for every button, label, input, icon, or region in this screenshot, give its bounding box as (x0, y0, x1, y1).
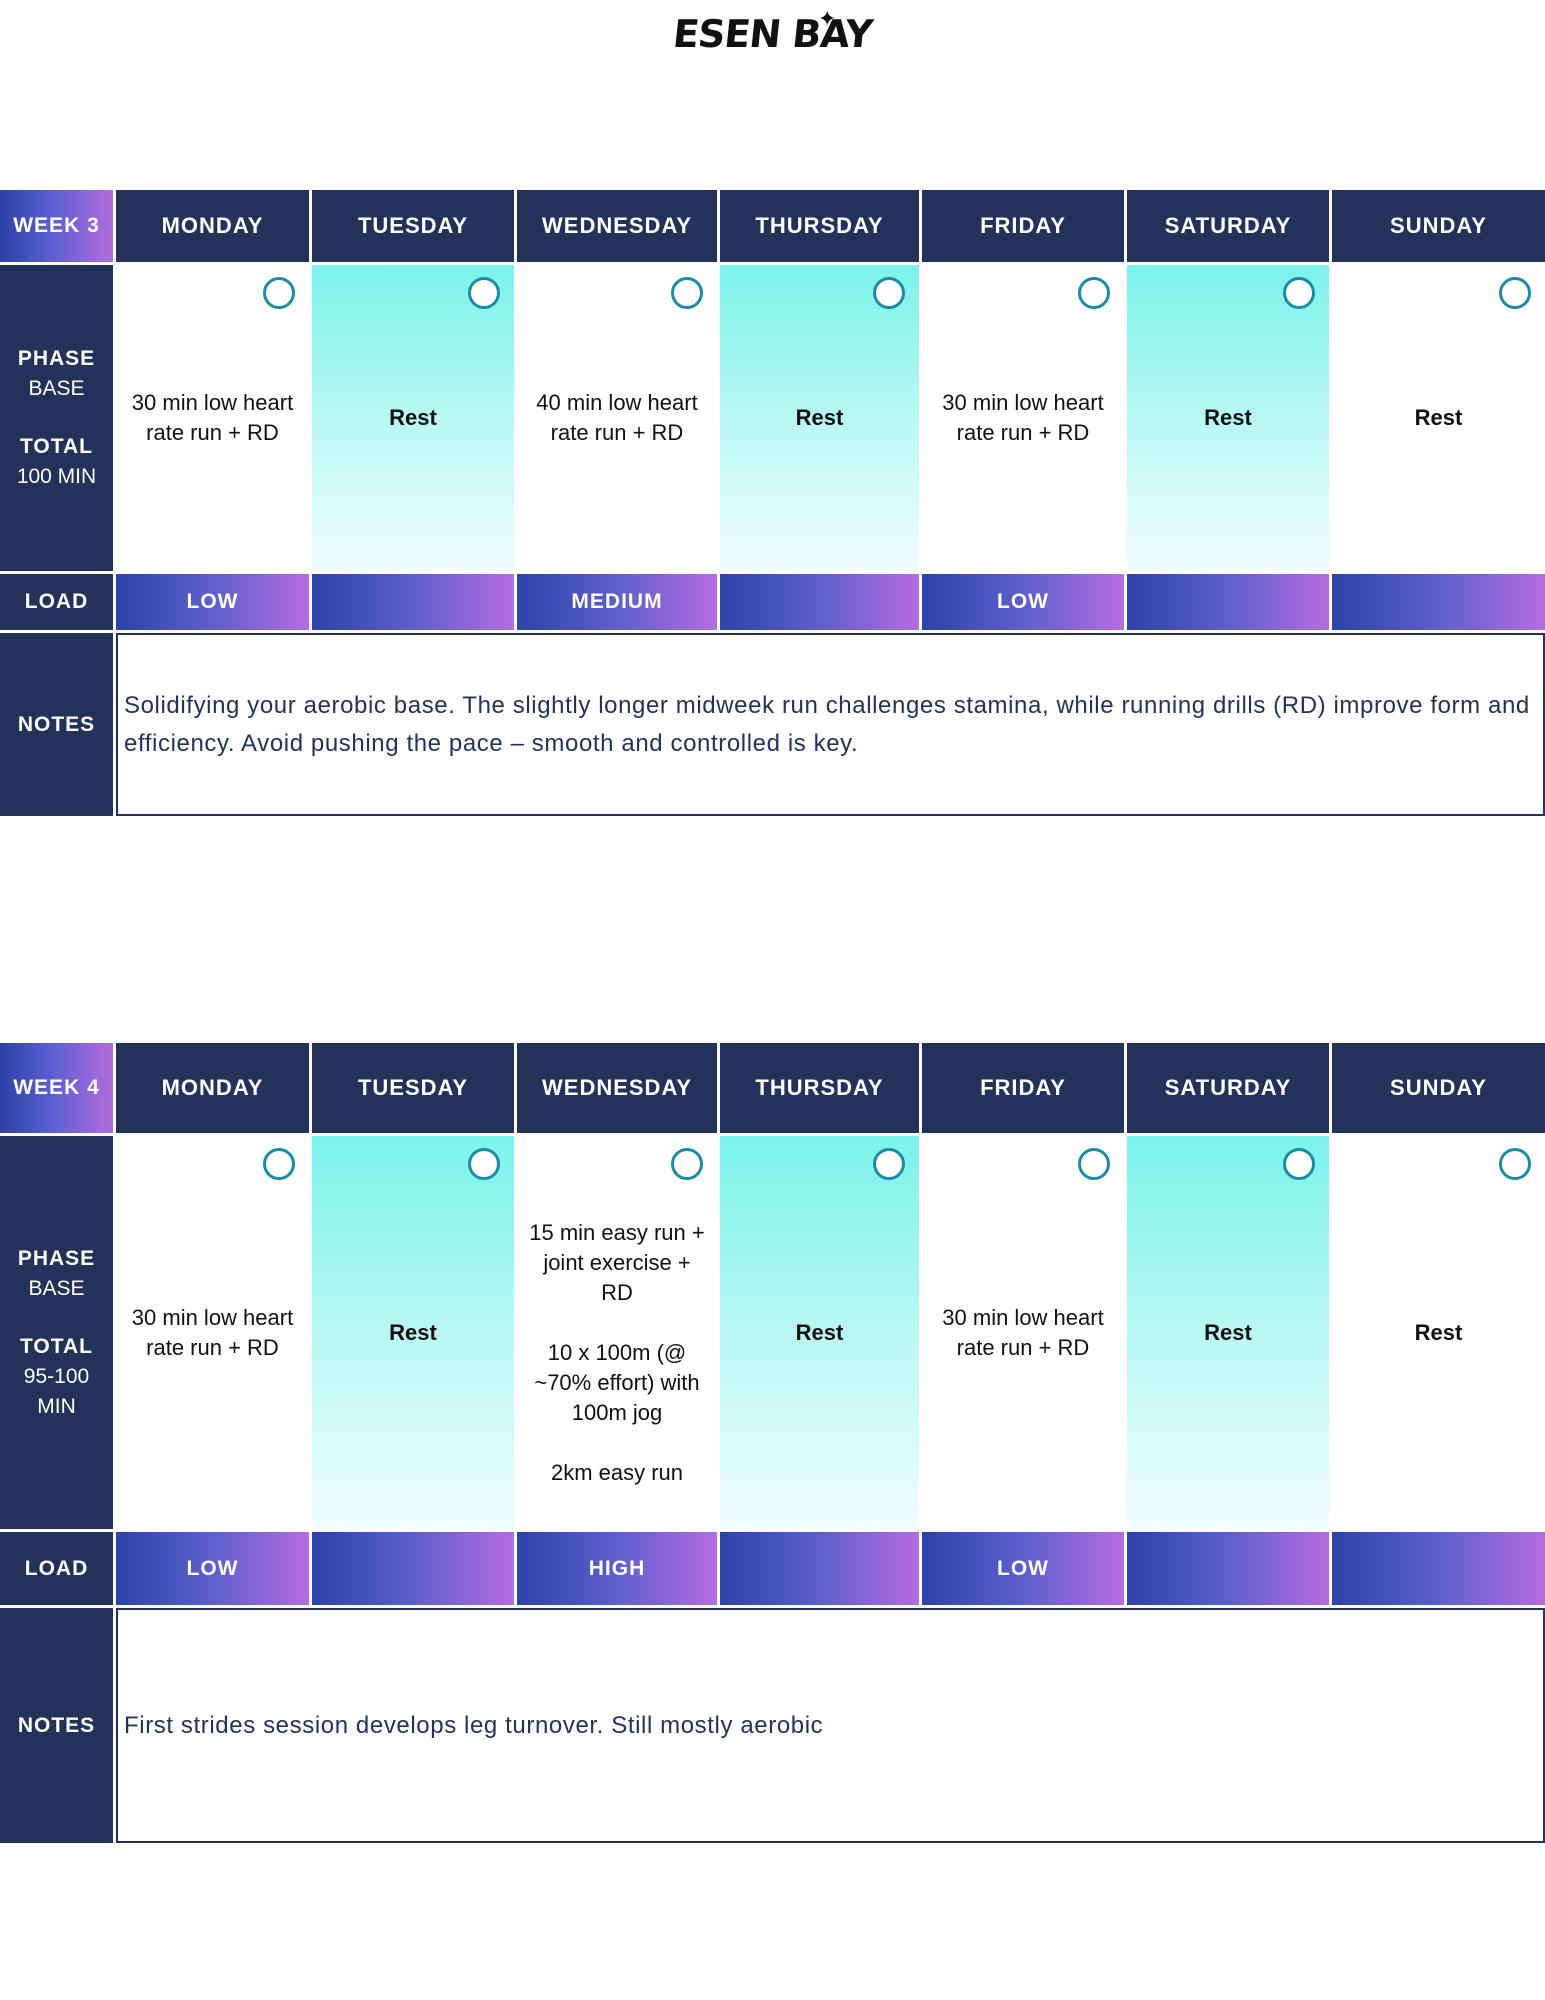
session-text: Rest (1414, 1319, 1463, 1345)
total-value: 100 MIN (16, 465, 97, 488)
load-wednesday: MEDIUM (517, 574, 717, 630)
load-label: LOAD (0, 574, 113, 630)
session-wednesday: 40 min low heart rate run + RD (517, 265, 717, 571)
session-tuesday: Rest (312, 1136, 514, 1529)
checkbox-circle-icon[interactable] (873, 277, 905, 309)
load-saturday (1127, 1532, 1329, 1605)
load-monday: LOW (116, 1532, 309, 1605)
notes-label: NOTES (0, 633, 113, 816)
total-label: TOTAL (19, 1334, 94, 1358)
day-header-wednesday: WEDNESDAY (517, 190, 717, 262)
load-label: LOAD (0, 1532, 113, 1605)
session-text: 40 min low heart rate run + RD (536, 390, 698, 445)
checkbox-circle-icon[interactable] (263, 1148, 295, 1180)
day-header-sunday: SUNDAY (1332, 1043, 1545, 1133)
session-thursday: Rest (720, 265, 919, 571)
session-friday: 30 min low heart rate run + RD (922, 265, 1124, 571)
notes-text: First strides session develops leg turno… (124, 1711, 824, 1739)
session-sunday: Rest (1332, 265, 1545, 571)
day-header-wednesday: WEDNESDAY (517, 1043, 717, 1133)
checkbox-circle-icon[interactable] (263, 277, 295, 309)
session-saturday: Rest (1127, 265, 1329, 571)
total-value: 95-100 MIN (23, 1364, 90, 1418)
session-text: 30 min low heart rate run + RD (942, 1304, 1104, 1360)
checkbox-circle-icon[interactable] (1499, 277, 1531, 309)
day-header-tuesday: TUESDAY (312, 190, 514, 262)
session-monday: 30 min low heart rate run + RD (116, 1136, 309, 1529)
load-sunday (1332, 1532, 1545, 1605)
load-friday: LOW (922, 1532, 1124, 1605)
phase-total-panel: PHASE BASE TOTAL 100 MIN (0, 265, 113, 571)
checkbox-circle-icon[interactable] (671, 277, 703, 309)
notes-text: Solidifying your aerobic base. The sligh… (124, 691, 1530, 757)
checkbox-circle-icon[interactable] (1499, 1148, 1531, 1180)
session-text: 30 min low heart rate run + RD (131, 390, 294, 445)
session-thursday: Rest (720, 1136, 919, 1529)
load-saturday (1127, 574, 1329, 630)
phase-label: PHASE (17, 347, 96, 370)
load-tuesday (312, 1532, 514, 1605)
session-text: 15 min easy run + joint exercise + RD 10… (529, 1219, 705, 1485)
day-header-friday: FRIDAY (922, 1043, 1124, 1133)
checkbox-circle-icon[interactable] (671, 1148, 703, 1180)
session-text: Rest (1204, 1319, 1252, 1345)
load-sunday (1332, 574, 1545, 630)
session-wednesday: 15 min easy run + joint exercise + RD 10… (517, 1136, 717, 1529)
phase-label: PHASE (17, 1246, 96, 1270)
checkbox-circle-icon[interactable] (1283, 277, 1315, 309)
session-friday: 30 min low heart rate run + RD (922, 1136, 1124, 1529)
checkbox-circle-icon[interactable] (873, 1148, 905, 1180)
day-header-saturday: SATURDAY (1127, 1043, 1329, 1133)
brand-name: ESEN BAY (670, 12, 875, 56)
session-text: Rest (795, 1319, 844, 1345)
checkbox-circle-icon[interactable] (468, 277, 500, 309)
total-label: TOTAL (19, 435, 94, 458)
session-text: Rest (389, 405, 437, 430)
load-thursday (720, 1532, 919, 1605)
session-text: Rest (1414, 405, 1463, 430)
load-wednesday: HIGH (517, 1532, 717, 1605)
phase-total-panel: PHASE BASE TOTAL 95-100 MIN (0, 1136, 113, 1529)
checkbox-circle-icon[interactable] (1283, 1148, 1315, 1180)
session-saturday: Rest (1127, 1136, 1329, 1529)
day-header-friday: FRIDAY (922, 190, 1124, 262)
phase-value: BASE (28, 377, 85, 400)
week-label: WEEK 3 (0, 190, 113, 262)
day-header-monday: MONDAY (116, 190, 309, 262)
load-thursday (720, 574, 919, 630)
day-header-thursday: THURSDAY (720, 190, 919, 262)
day-header-tuesday: TUESDAY (312, 1043, 514, 1133)
day-header-monday: MONDAY (116, 1043, 309, 1133)
notes-box: First strides session develops leg turno… (116, 1608, 1545, 1843)
notes-label: NOTES (0, 1608, 113, 1843)
notes-box: Solidifying your aerobic base. The sligh… (116, 633, 1545, 816)
brand-logo: ESEN BAY (0, 12, 1545, 56)
checkbox-circle-icon[interactable] (1078, 277, 1110, 309)
load-tuesday (312, 574, 514, 630)
load-friday: LOW (922, 574, 1124, 630)
session-text: Rest (389, 1319, 437, 1345)
session-sunday: Rest (1332, 1136, 1545, 1529)
checkbox-circle-icon[interactable] (468, 1148, 500, 1180)
session-text: Rest (795, 405, 844, 430)
session-monday: 30 min low heart rate run + RD (116, 265, 309, 571)
sparkle-icon: ✦ (818, 6, 837, 31)
session-text: 30 min low heart rate run + RD (131, 1304, 294, 1360)
day-header-thursday: THURSDAY (720, 1043, 919, 1133)
checkbox-circle-icon[interactable] (1078, 1148, 1110, 1180)
day-header-saturday: SATURDAY (1127, 190, 1329, 262)
phase-value: BASE (28, 1276, 85, 1300)
week-label: WEEK 4 (0, 1043, 113, 1133)
session-tuesday: Rest (312, 265, 514, 571)
session-text: 30 min low heart rate run + RD (942, 390, 1104, 445)
session-text: Rest (1204, 405, 1252, 430)
day-header-sunday: SUNDAY (1332, 190, 1545, 262)
load-monday: LOW (116, 574, 309, 630)
